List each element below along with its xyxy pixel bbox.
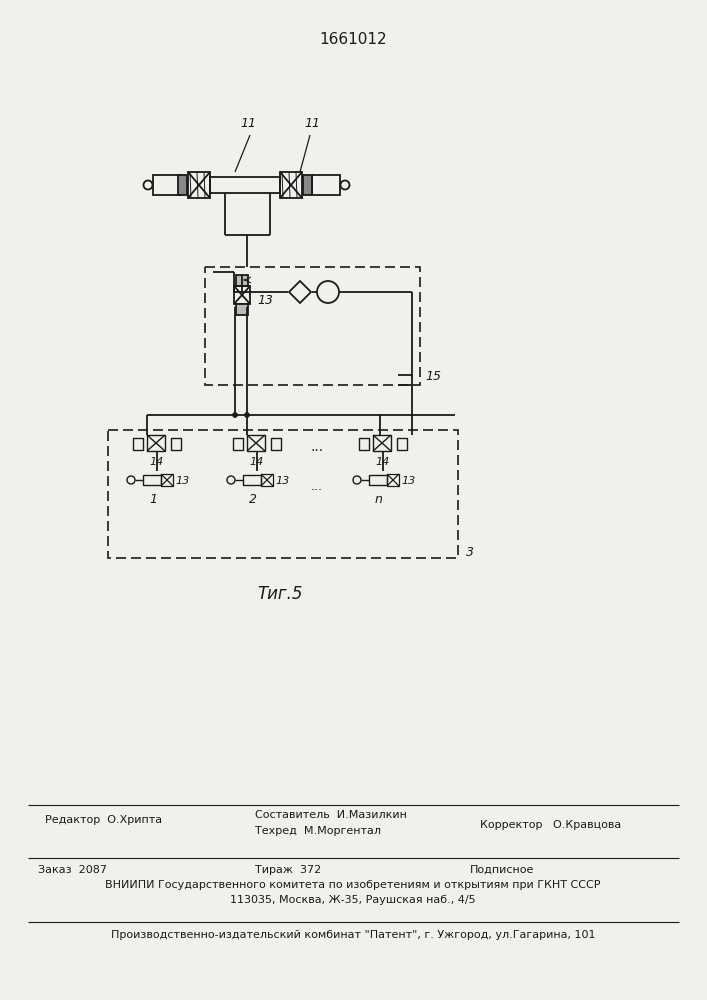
- Bar: [147, 435, 165, 451]
- Bar: [161, 474, 173, 486]
- Text: 3: 3: [466, 546, 474, 560]
- Bar: [247, 435, 265, 451]
- Text: ВНИИПИ Государственного комитета по изобретениям и открытиям при ГКНТ СССР: ВНИИПИ Государственного комитета по изоб…: [105, 880, 601, 890]
- Text: ...: ...: [311, 481, 323, 493]
- Bar: [236, 304, 248, 315]
- Text: 13: 13: [401, 476, 415, 486]
- Text: Тираж  372: Тираж 372: [255, 865, 321, 875]
- Bar: [387, 474, 399, 486]
- Text: 14: 14: [376, 457, 390, 467]
- Bar: [369, 475, 387, 485]
- Text: Редактор  О.Хрипта: Редактор О.Хрипта: [45, 815, 162, 825]
- Text: 11: 11: [240, 117, 256, 130]
- Bar: [261, 474, 273, 486]
- Circle shape: [233, 412, 238, 418]
- Bar: [133, 438, 143, 450]
- Bar: [236, 275, 248, 286]
- Bar: [303, 175, 312, 195]
- Circle shape: [245, 412, 250, 418]
- Text: 2: 2: [249, 493, 257, 506]
- Bar: [210, 177, 280, 193]
- Text: Заказ  2087: Заказ 2087: [38, 865, 107, 875]
- Text: Подписное: Подписное: [470, 865, 534, 875]
- Text: 11: 11: [304, 117, 320, 130]
- Bar: [108, 430, 458, 558]
- Bar: [205, 267, 420, 385]
- Text: 13: 13: [257, 294, 273, 306]
- Text: Производственно-издательский комбинат "Патент", г. Ужгород, ул.Гагарина, 101: Производственно-издательский комбинат "П…: [111, 930, 595, 940]
- Bar: [312, 175, 340, 195]
- Text: 14: 14: [250, 457, 264, 467]
- Text: n: n: [375, 493, 383, 506]
- Bar: [143, 475, 161, 485]
- Text: Составитель  И.Мазилкин: Составитель И.Мазилкин: [255, 810, 407, 820]
- Text: Τиг.5: Τиг.5: [257, 585, 303, 603]
- Bar: [280, 172, 302, 198]
- Bar: [234, 286, 250, 304]
- Bar: [373, 435, 391, 451]
- Text: 14: 14: [150, 457, 164, 467]
- Bar: [397, 438, 407, 450]
- Bar: [243, 475, 261, 485]
- Text: 15: 15: [425, 370, 441, 383]
- Bar: [233, 438, 243, 450]
- Text: 1661012: 1661012: [319, 32, 387, 47]
- Bar: [188, 172, 210, 198]
- Text: 13: 13: [275, 476, 289, 486]
- Bar: [178, 175, 187, 195]
- Bar: [153, 175, 181, 195]
- Text: Техред  М.Моргентал: Техред М.Моргентал: [255, 826, 381, 836]
- Text: Корректор   О.Кравцова: Корректор О.Кравцова: [480, 820, 621, 830]
- Bar: [171, 438, 181, 450]
- Text: ...: ...: [310, 440, 324, 454]
- Text: 13: 13: [175, 476, 189, 486]
- Text: 1: 1: [149, 493, 157, 506]
- Text: 113035, Москва, Ж-35, Раушская наб., 4/5: 113035, Москва, Ж-35, Раушская наб., 4/5: [230, 895, 476, 905]
- Bar: [359, 438, 369, 450]
- Bar: [271, 438, 281, 450]
